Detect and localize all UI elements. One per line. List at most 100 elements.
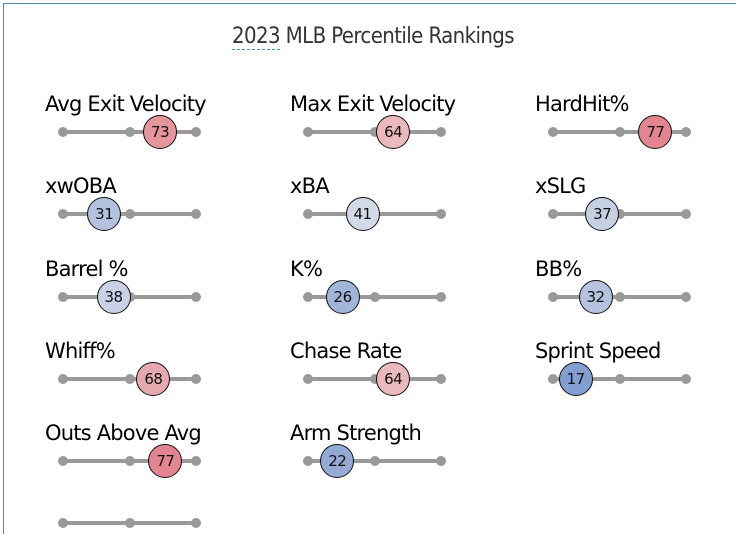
percentile-marker[interactable]: 77 — [638, 115, 673, 149]
metric-label: Sprint Speed — [535, 339, 661, 363]
percentile-marker[interactable]: 22 — [320, 444, 355, 478]
track-tick-100 — [681, 127, 691, 137]
track-tick-50 — [369, 127, 380, 137]
track-tick-100 — [191, 127, 201, 137]
metric-partial — [45, 483, 245, 553]
metric-barrel: Barrel % 38 — [45, 257, 245, 327]
metric-whiff: Whiff% 68 — [45, 339, 245, 409]
track-tick-0 — [58, 518, 68, 528]
track-tick-100 — [436, 456, 446, 466]
metric-label: K% — [290, 257, 323, 281]
metric-arm-strength: Arm Strength 22 — [290, 421, 490, 491]
percentile-track: 68 — [58, 362, 201, 396]
track-tick-0 — [303, 292, 313, 302]
percentile-marker[interactable]: 68 — [136, 362, 171, 396]
track-tick-0 — [303, 209, 313, 219]
track-tick-100 — [436, 209, 446, 219]
metric-label: Whiff% — [45, 339, 116, 363]
track-tick-50 — [369, 292, 380, 302]
metric-label: BB% — [535, 257, 582, 281]
track-tick-50 — [369, 456, 380, 466]
metric-xwoba: xwOBA 31 — [45, 174, 245, 244]
percentile-track: 73 — [58, 115, 201, 149]
track-tick-100 — [191, 292, 201, 302]
metric-bb: BB% 32 — [535, 257, 735, 327]
percentile-marker[interactable]: 26 — [325, 280, 360, 314]
track-tick-50 — [614, 127, 625, 137]
title-year-link[interactable]: 2023 — [232, 24, 281, 50]
percentile-track: 37 — [548, 197, 691, 231]
percentile-grid: Avg Exit Velocity 73 Max Exit Velocity 64 Ha… — [45, 92, 735, 528]
percentile-marker[interactable]: 64 — [376, 115, 411, 149]
percentile-track: 77 — [58, 444, 201, 478]
track-tick-100 — [191, 456, 201, 466]
percentile-track: 64 — [303, 362, 446, 396]
metric-label: xwOBA — [45, 174, 117, 198]
percentile-track: 22 — [303, 444, 446, 478]
metric-label: Arm Strength — [290, 421, 422, 445]
metric-hardhit: HardHit% 77 — [535, 92, 735, 162]
percentile-marker[interactable]: 41 — [345, 197, 380, 231]
track-tick-100 — [681, 292, 691, 302]
track-tick-0 — [548, 292, 558, 302]
track-tick-0 — [548, 209, 558, 219]
track-tick-0 — [303, 127, 313, 137]
track-tick-100 — [681, 374, 691, 384]
percentile-track — [58, 518, 201, 528]
track-tick-100 — [681, 209, 691, 219]
percentile-track: 77 — [548, 115, 691, 149]
percentile-track: 64 — [303, 115, 446, 149]
track-tick-0 — [548, 127, 558, 137]
track-tick-50 — [124, 374, 135, 384]
metric-outs-above-avg: Outs Above Avg 77 — [45, 421, 245, 491]
percentile-marker[interactable]: 31 — [87, 197, 122, 231]
percentile-marker[interactable]: 64 — [376, 362, 411, 396]
metric-xba: xBA 41 — [290, 174, 490, 244]
percentile-marker[interactable]: 17 — [558, 362, 593, 396]
metric-label: Avg Exit Velocity — [45, 92, 207, 116]
track-tick-50 — [124, 518, 135, 528]
track-tick-0 — [58, 127, 68, 137]
track-tick-0 — [58, 209, 68, 219]
percentile-marker[interactable]: 77 — [148, 444, 183, 478]
track-tick-50 — [614, 374, 625, 384]
track-tick-0 — [58, 292, 68, 302]
track-tick-100 — [436, 374, 446, 384]
track-tick-50 — [614, 209, 625, 219]
chart-title: 2023 MLB Percentile Rankings — [0, 24, 736, 50]
track-tick-0 — [303, 456, 313, 466]
track-tick-100 — [191, 209, 201, 219]
percentile-marker[interactable]: 73 — [143, 115, 178, 149]
track-tick-100 — [436, 292, 446, 302]
percentile-track: 17 — [548, 362, 691, 396]
track-tick-0 — [58, 374, 68, 384]
track-tick-100 — [191, 518, 201, 528]
track-tick-100 — [436, 127, 446, 137]
track-tick-0 — [58, 456, 68, 466]
metric-max-exit-velocity: Max Exit Velocity 64 — [290, 92, 490, 162]
metric-label: xBA — [290, 174, 330, 198]
chart-frame — [3, 3, 736, 534]
track-tick-50 — [124, 209, 135, 219]
metric-label: HardHit% — [535, 92, 629, 116]
metric-label: Max Exit Velocity — [290, 92, 456, 116]
track-tick-50 — [124, 456, 135, 466]
metric-label: Outs Above Avg — [45, 421, 202, 445]
percentile-track: 31 — [58, 197, 201, 231]
metric-chase-rate: Chase Rate 64 — [290, 339, 490, 409]
metric-label: Barrel % — [45, 257, 129, 281]
percentile-track: 41 — [303, 197, 446, 231]
track-tick-50 — [614, 292, 625, 302]
percentile-track: 26 — [303, 280, 446, 314]
track-tick-0 — [303, 374, 313, 384]
metric-k: K% 26 — [290, 257, 490, 327]
metric-label: xSLG — [535, 174, 586, 198]
percentile-marker[interactable]: 37 — [585, 197, 620, 231]
track-tick-50 — [124, 127, 135, 137]
percentile-track: 38 — [58, 280, 201, 314]
track-tick-100 — [191, 374, 201, 384]
track-tick-50 — [369, 374, 380, 384]
percentile-marker[interactable]: 32 — [578, 280, 613, 314]
track-tick-0 — [548, 374, 558, 384]
percentile-marker[interactable]: 38 — [96, 280, 131, 314]
